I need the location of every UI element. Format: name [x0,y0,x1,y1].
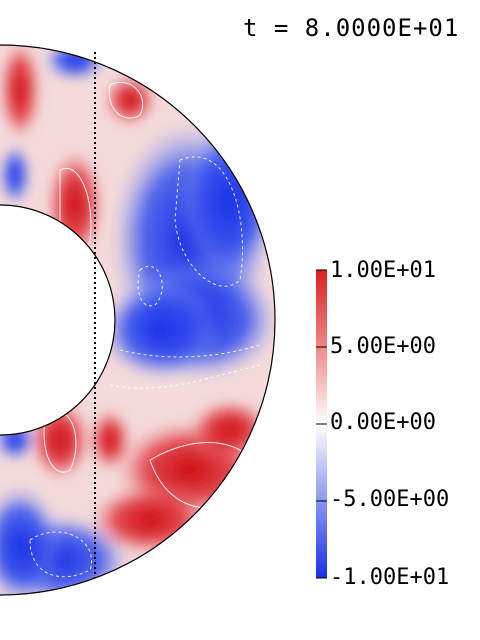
annulus-outline [0,44,276,596]
colorbar-label-upper: 5.00E+00 [330,334,436,359]
colorbar-label-zero: 0.00E+00 [330,410,436,435]
colorbar-label-max: 1.00E+01 [330,258,436,283]
colorbar-label-min: -1.00E+01 [330,565,450,590]
annulus-field [0,45,275,595]
colorbar [316,269,327,579]
time-label: t = 8.0000E+01 [243,14,460,42]
colorbar-label-lower: -5.00E+00 [330,487,450,512]
